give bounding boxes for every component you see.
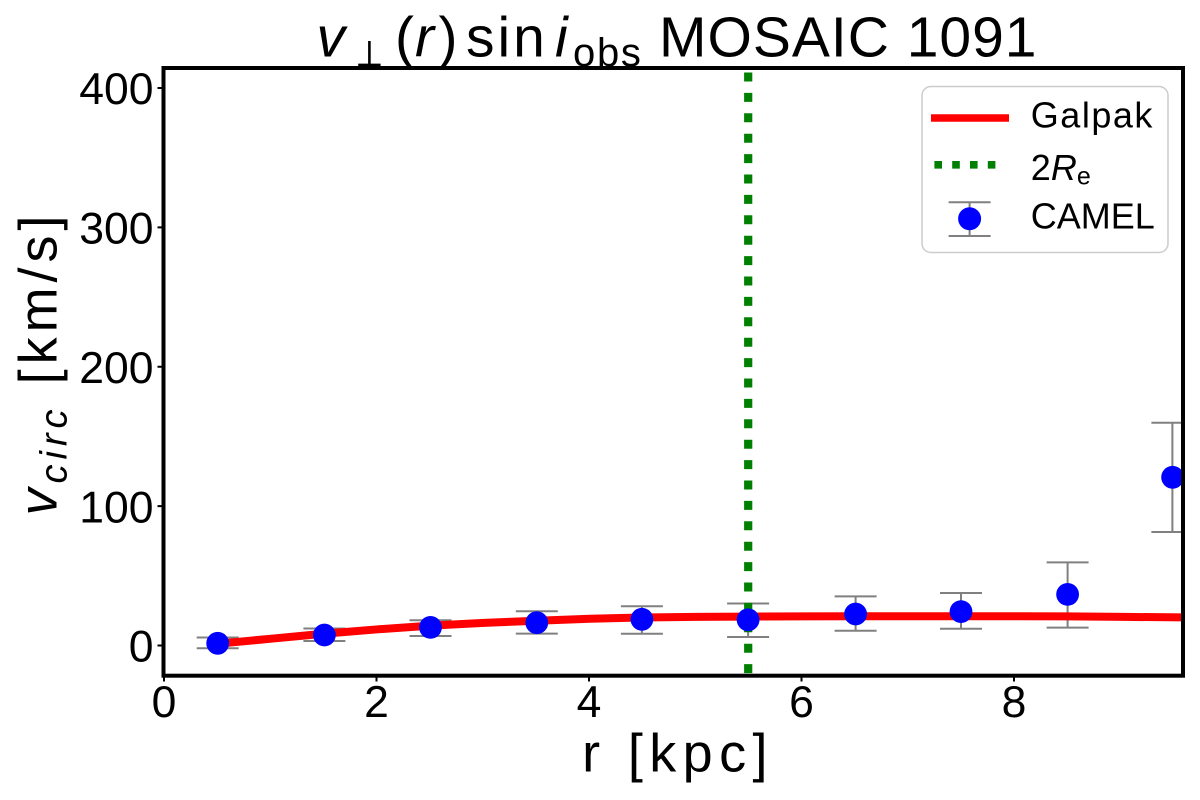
svg-text:): ) <box>439 6 458 70</box>
svg-text:CAMEL: CAMEL <box>1031 195 1155 236</box>
svg-text:vcirc [km/s]: vcirc [km/s] <box>9 210 76 515</box>
svg-text:sin: sin <box>466 6 548 70</box>
svg-text:(: ( <box>395 6 414 70</box>
svg-text:2Re: 2Re <box>1031 147 1091 191</box>
svg-text:i: i <box>555 6 569 70</box>
svg-text:Galpak: Galpak <box>1031 94 1154 135</box>
svg-text:300: 300 <box>79 205 153 254</box>
svg-text:MOSAIC 1091: MOSAIC 1091 <box>659 6 1038 70</box>
svg-text:4: 4 <box>577 678 602 727</box>
svg-text:0: 0 <box>152 678 177 727</box>
svg-text:6: 6 <box>789 678 814 727</box>
svg-text:100: 100 <box>79 483 153 532</box>
svg-text:400: 400 <box>79 65 153 114</box>
svg-text:v: v <box>317 6 349 70</box>
svg-text:2: 2 <box>364 678 389 727</box>
svg-text:obs: obs <box>573 31 643 75</box>
svg-text:200: 200 <box>79 344 153 393</box>
svg-text:0: 0 <box>129 623 154 672</box>
svg-text:r [kpc]: r [kpc] <box>582 724 774 784</box>
svg-text:r: r <box>415 6 436 70</box>
svg-text:8: 8 <box>1002 678 1027 727</box>
